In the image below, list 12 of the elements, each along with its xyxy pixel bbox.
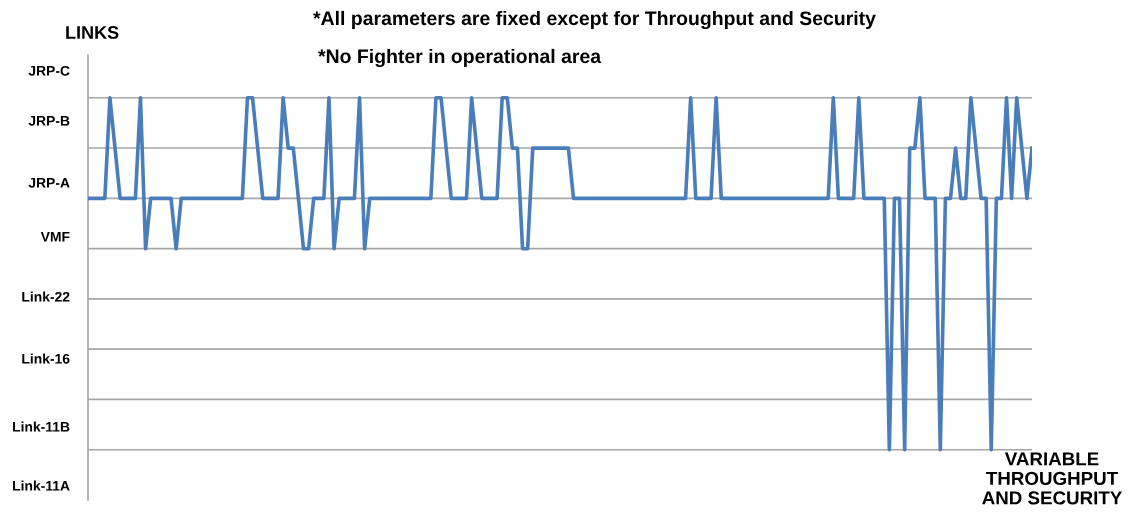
text: JRP-C [28,65,70,76]
text: Link-11A [13,480,70,491]
text: *No Fighter in operational area [318,48,602,68]
text: Link-16 [22,353,70,364]
text: VMF [40,232,70,242]
text: Link-22 [22,291,70,302]
text: *All parameters are fixed except for Throughput and Security [313,10,876,30]
y-axis-title: LINKS [66,26,119,39]
text: JRP-B [28,116,70,126]
text: VARIABLE THROUGHPUT AND SECURITY [982,452,1123,505]
text: Link-11B [13,421,70,432]
text: JRP-A [28,178,70,188]
